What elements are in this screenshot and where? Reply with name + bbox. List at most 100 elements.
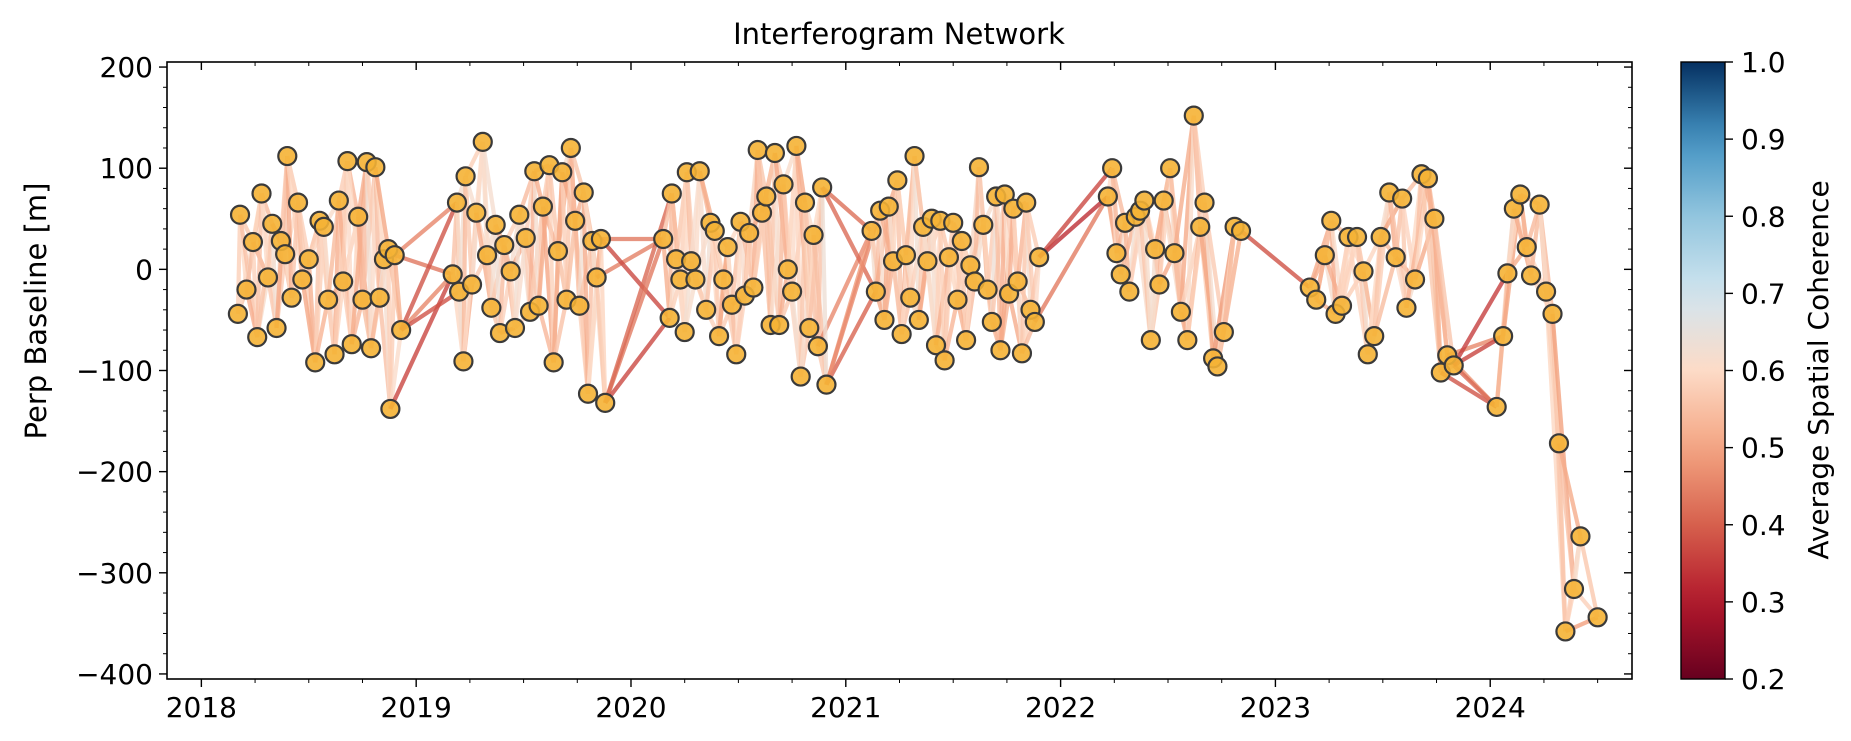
interferogram-edge xyxy=(393,200,459,257)
acquisition-point xyxy=(1535,281,1557,302)
colorbar-label: Average Spatial Coherence xyxy=(1802,180,1835,559)
acquisition-point xyxy=(653,228,674,250)
interferogram-edge xyxy=(255,193,264,338)
interferogram-edge xyxy=(697,171,709,310)
acquisition-point xyxy=(1170,301,1192,322)
acquisition-point xyxy=(990,340,1011,361)
interferogram-edge xyxy=(1556,443,1577,590)
acquisition-point xyxy=(236,279,257,300)
colorbar-ticks: 1.0 0.9 0.8 0.7 0.6 0.5 0.4 0.3 0.2 xyxy=(1725,46,1786,696)
acquisition-point xyxy=(968,157,990,178)
interferogram-edge xyxy=(1221,230,1244,333)
acquisition-point xyxy=(380,398,401,420)
interferogram-edge xyxy=(599,237,672,320)
acquisition-point xyxy=(1346,226,1368,248)
y-tick-label: −300 xyxy=(76,557,153,590)
interferogram-edge xyxy=(399,201,459,331)
acquisition-point xyxy=(595,392,616,413)
acquisition-point xyxy=(565,210,586,231)
colorbar-tick-label: 0.8 xyxy=(1741,200,1786,233)
x-tick-label: 2019 xyxy=(381,691,452,724)
acquisition-point xyxy=(878,196,899,217)
acquisition-point xyxy=(1520,265,1542,286)
y-tick-label: −100 xyxy=(76,355,153,388)
acquisition-point xyxy=(360,338,382,359)
acquisition-point xyxy=(247,327,268,348)
interferogram-edge xyxy=(1037,166,1114,259)
interferogram-edge xyxy=(1033,195,1110,324)
interferogram-edge xyxy=(388,273,455,410)
acquisition-point xyxy=(747,139,768,161)
acquisition-point xyxy=(1364,326,1385,347)
acquisition-point xyxy=(1164,243,1185,264)
acquisition-point xyxy=(904,145,925,167)
acquisition-point xyxy=(874,309,895,331)
acquisition-point xyxy=(685,269,706,290)
acquisition-point xyxy=(1392,188,1413,209)
acquisition-point xyxy=(1183,105,1204,126)
y-tick-label: 200 xyxy=(100,51,153,84)
interferogram-edge xyxy=(1451,272,1510,367)
acquisition-point xyxy=(391,319,412,341)
colorbar-tick-label: 0.3 xyxy=(1741,586,1786,619)
interferogram-edge xyxy=(285,156,294,298)
acquisition-point xyxy=(1542,303,1563,324)
acquisition-point xyxy=(661,183,682,204)
interferogram-edge xyxy=(603,192,674,404)
acquisition-point xyxy=(504,317,526,339)
acquisition-point xyxy=(369,287,390,308)
y-tick-label: 100 xyxy=(100,152,153,185)
acquisition-point xyxy=(973,214,994,235)
y-axis: 200 100 0 −100 −200 −300 −400 xyxy=(76,51,1632,691)
acquisition-point xyxy=(1119,281,1140,302)
acquisition-point xyxy=(812,177,833,198)
acquisition-point xyxy=(803,224,824,246)
acquisition-point xyxy=(1011,343,1033,364)
plot-area: 2018 2019 2020 2021 2022 2023 2024 200 100 0 −100… xyxy=(76,51,1633,724)
acquisition-point xyxy=(943,212,964,233)
acquisition-point xyxy=(277,145,298,167)
acquisition-point xyxy=(908,309,929,331)
interferogram-edge xyxy=(598,238,608,403)
acquisition-point xyxy=(786,135,807,157)
y-tick-label: −400 xyxy=(76,658,153,691)
interferogram-edge xyxy=(820,186,878,293)
acquisition-point xyxy=(227,303,248,324)
colorbar-ramp xyxy=(1681,62,1725,679)
interferogram-edge xyxy=(1439,370,1498,409)
acquisition-point xyxy=(1353,261,1374,282)
acquisition-point xyxy=(1230,220,1252,242)
acquisition-point xyxy=(1529,194,1550,215)
x-tick-label: 2022 xyxy=(1025,691,1096,724)
interferogram-edge xyxy=(1372,256,1398,337)
acquisition-point xyxy=(384,245,405,266)
acquisition-point xyxy=(543,352,564,373)
colorbar-tick-label: 1.0 xyxy=(1741,46,1786,79)
acquisition-point xyxy=(1149,274,1170,295)
interferogram-edge xyxy=(392,255,404,331)
colorbar-tick-label: 0.2 xyxy=(1741,663,1786,696)
acquisition-point xyxy=(934,350,955,371)
acquisition-point xyxy=(573,182,594,203)
acquisition-point xyxy=(674,321,695,343)
acquisition-point xyxy=(1007,271,1028,292)
acquisition-point xyxy=(1194,192,1215,213)
interferogram-edge xyxy=(388,329,404,410)
acquisition-point xyxy=(485,214,506,235)
acquisition-point xyxy=(743,277,764,298)
interferogram-edge xyxy=(463,176,475,285)
acquisition-point xyxy=(1097,186,1118,207)
interferogram-edge xyxy=(1432,218,1456,366)
interferogram-edge xyxy=(373,166,391,250)
acquisition-point xyxy=(446,192,468,213)
interferogram-edge xyxy=(1578,535,1600,618)
acquisition-point xyxy=(532,196,554,217)
x-axis: 2018 2019 2020 2021 2022 2023 2024 xyxy=(166,62,1599,724)
interferogram-edge xyxy=(1556,442,1583,537)
acquisition-point xyxy=(1029,247,1050,268)
acquisition-point xyxy=(324,344,345,365)
acquisition-point xyxy=(328,190,349,211)
acquisition-point xyxy=(1385,247,1406,268)
acquisition-point xyxy=(515,227,536,249)
interferogram-edge xyxy=(1142,200,1153,341)
